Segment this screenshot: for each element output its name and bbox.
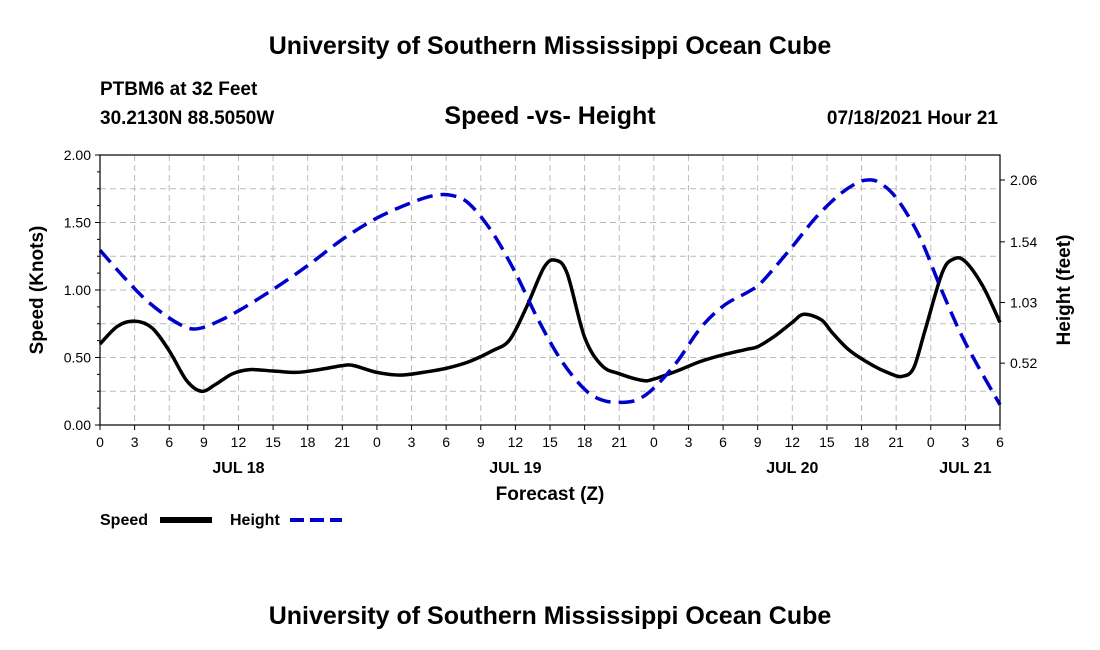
x-tick-label: 0 <box>373 434 381 450</box>
y2-tick-label: 2.06 <box>1010 172 1037 188</box>
x-tick-label: 15 <box>265 434 281 450</box>
x-tick-label: 0 <box>650 434 658 450</box>
x-tick-label: 9 <box>200 434 208 450</box>
x-tick-label: 18 <box>577 434 593 450</box>
x-tick-label: 3 <box>685 434 693 450</box>
x-tick-label: 0 <box>927 434 935 450</box>
y2-tick-label: 0.52 <box>1010 355 1037 371</box>
series-line-speed <box>98 256 1002 394</box>
x-tick-label: 6 <box>719 434 727 450</box>
date-label: JUL 19 <box>489 460 541 477</box>
series-line-height <box>98 178 1002 406</box>
date-label: JUL 18 <box>212 460 264 477</box>
x-tick-label: 21 <box>611 434 627 450</box>
x-tick-label: 3 <box>961 434 969 450</box>
y2-axis-label: Height (feet) <box>1054 235 1075 346</box>
chart-title-top: University of Southern Mississippi Ocean… <box>269 32 832 60</box>
datetime-label: 07/18/2021 Hour 21 <box>827 108 999 129</box>
station-label: PTBM6 at 32 Feet <box>100 79 258 100</box>
date-label: JUL 21 <box>939 460 991 477</box>
x-tick-label: 6 <box>442 434 450 450</box>
y-tick-label: 2.00 <box>64 147 91 163</box>
x-axis-label: Forecast (Z) <box>496 484 605 505</box>
y-tick-label: 1.00 <box>64 282 91 298</box>
x-tick-label: 21 <box>335 434 351 450</box>
y-tick-label: 1.50 <box>64 215 91 231</box>
x-tick-label: 18 <box>300 434 316 450</box>
legend-height-label: Height <box>230 512 280 529</box>
y-tick-label: 0.50 <box>64 350 91 366</box>
y2-tick-label: 1.03 <box>1010 294 1037 310</box>
y2-tick-label: 1.54 <box>1010 234 1037 250</box>
y-tick-label: 0.00 <box>64 417 91 433</box>
y-axis-label: Speed (Knots) <box>27 226 48 355</box>
legend: Speed Height <box>100 512 342 529</box>
x-tick-label: 12 <box>785 434 801 450</box>
plot-title: Speed -vs- Height <box>444 102 656 130</box>
axes-group: 0 3 6 9 12 15 18 21 0 3 6 9 12 15 18 21 0 3 6 9 12 15 18 21 0 3 6J… <box>64 147 1038 477</box>
x-tick-label: 3 <box>408 434 416 450</box>
series-group <box>98 178 1002 406</box>
x-tick-label: 9 <box>754 434 762 450</box>
x-tick-label: 12 <box>508 434 524 450</box>
x-tick-label: 6 <box>996 434 1004 450</box>
x-tick-label: 21 <box>888 434 904 450</box>
x-tick-label: 15 <box>542 434 558 450</box>
x-tick-label: 12 <box>231 434 247 450</box>
x-tick-label: 15 <box>819 434 835 450</box>
coords-label: 30.2130N 88.5050W <box>100 108 274 129</box>
x-tick-label: 9 <box>477 434 485 450</box>
x-tick-label: 18 <box>854 434 870 450</box>
date-label: JUL 20 <box>766 460 818 477</box>
x-tick-label: 0 <box>96 434 104 450</box>
chart-title-bottom: University of Southern Mississippi Ocean… <box>269 602 832 630</box>
x-tick-label: 6 <box>165 434 173 450</box>
x-tick-label: 3 <box>131 434 139 450</box>
legend-speed-label: Speed <box>100 512 148 529</box>
grid-lines <box>100 155 1000 425</box>
